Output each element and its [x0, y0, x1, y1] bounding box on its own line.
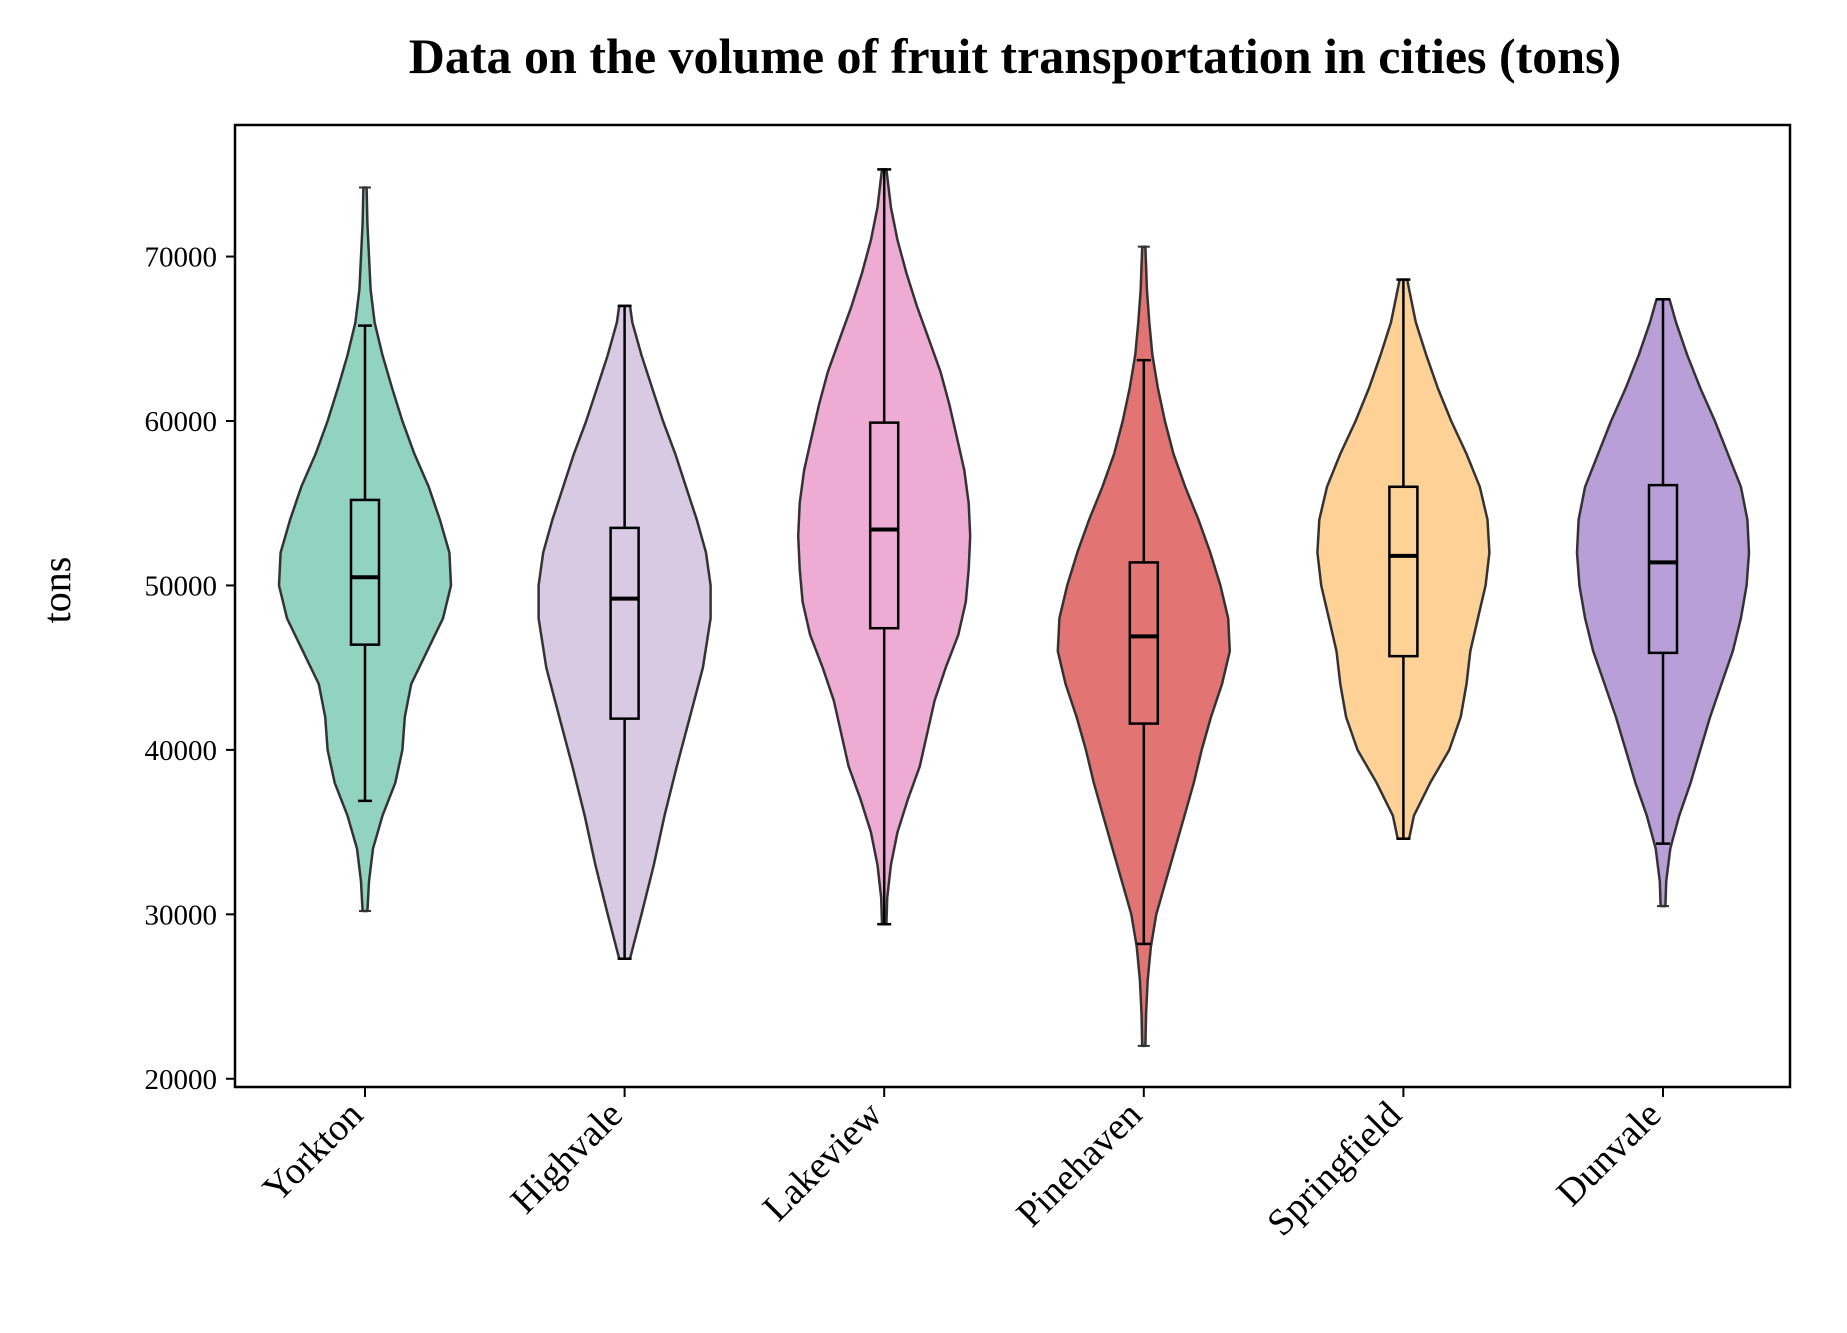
y-tick-label: 60000 — [145, 406, 218, 438]
violin-group-yorkton — [277, 186, 453, 913]
x-tick-label: Lakeview — [755, 1093, 891, 1229]
iqr-box — [868, 421, 900, 630]
x-tick-label: Yorkton — [255, 1094, 372, 1211]
iqr-box — [349, 498, 381, 646]
violin-group-lakeview — [796, 168, 972, 926]
violin-body — [277, 186, 453, 913]
plot-frame — [233, 123, 1792, 1089]
iqr-box — [1128, 561, 1160, 725]
chart-title: Data on the volume of fruit transportati… — [409, 28, 1621, 84]
x-tick-label: Highvale — [503, 1094, 631, 1222]
iqr-box — [609, 526, 640, 720]
iqr-box — [1388, 485, 1419, 658]
violin-group-pinehaven — [1056, 245, 1232, 1048]
x-tick-label: Springfield — [1259, 1094, 1410, 1245]
y-axis-label: tons — [34, 557, 79, 624]
y-tick-label: 70000 — [145, 242, 218, 274]
y-tick-label: 40000 — [145, 735, 218, 767]
plot-area — [277, 168, 1751, 1048]
x-tick-label: Pinehaven — [1009, 1094, 1151, 1236]
violin-group-springfield — [1316, 278, 1491, 840]
y-tick-label: 20000 — [145, 1064, 218, 1096]
violin-group-dunvale — [1575, 298, 1751, 908]
y-tick-label: 50000 — [145, 570, 218, 602]
iqr-box — [1647, 483, 1679, 655]
y-tick-label: 30000 — [145, 899, 218, 931]
violin-group-highvale — [537, 304, 712, 960]
x-tick-label: Dunvale — [1549, 1094, 1670, 1215]
